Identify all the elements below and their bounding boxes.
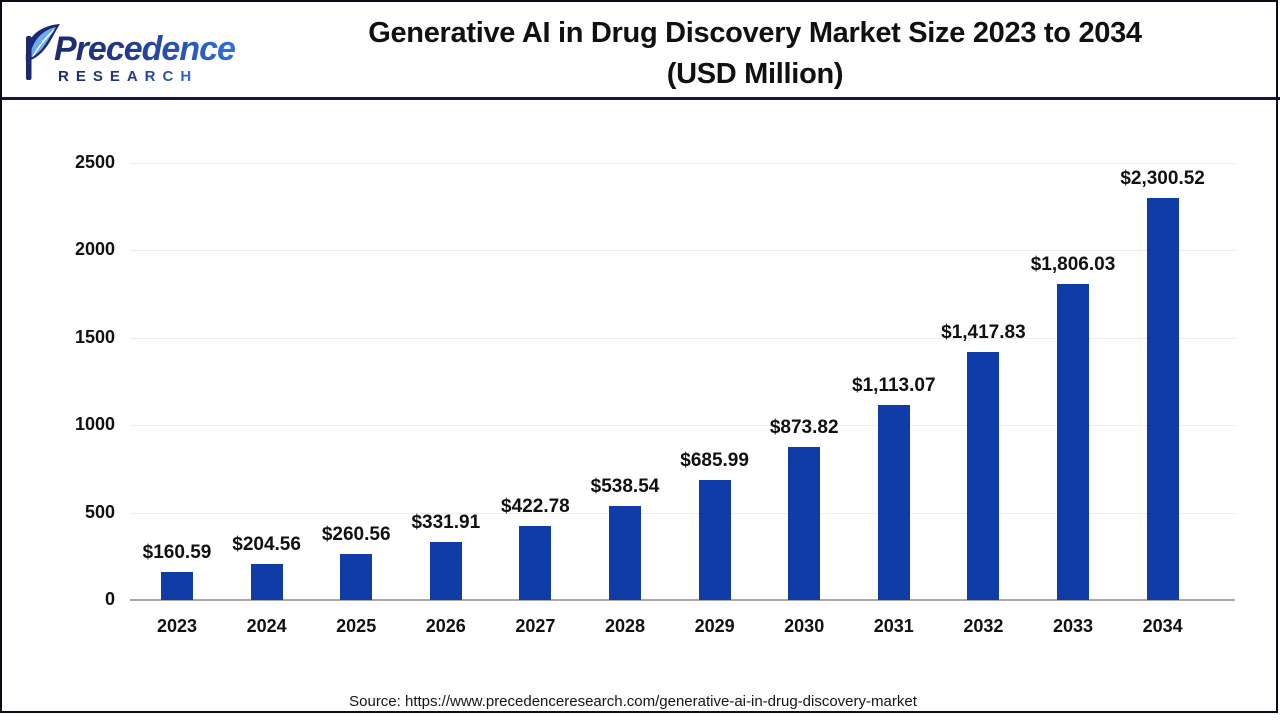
gridline — [130, 425, 1235, 427]
bar — [161, 572, 193, 600]
page-title: Generative AI in Drug Discovery Market S… — [245, 13, 1265, 95]
logo-subtext: RESEARCH — [58, 68, 199, 85]
x-axis-tick-label: 2033 — [1052, 616, 1094, 636]
bar — [788, 447, 821, 600]
title-line-1: Generative AI in Drug Discovery Market S… — [368, 17, 1142, 49]
precedence-logo: Precedence RESEARCH — [20, 22, 236, 88]
bar — [250, 564, 283, 600]
x-axis-tick-label: 2023 — [156, 616, 198, 636]
x-axis-tick-label: 2031 — [873, 616, 914, 636]
x-axis-tick-label: 2030 — [784, 616, 825, 636]
bar-value-label: $1,417.83 — [941, 322, 1026, 343]
bar-value-label: $331.91 — [411, 512, 481, 533]
bar-value-label: $160.59 — [142, 542, 212, 563]
bar-value-label: $685.99 — [680, 450, 749, 471]
bar-value-label: $260.56 — [321, 524, 391, 545]
logo-wordmark: Precedence — [54, 30, 236, 68]
bar-value-label: $422.78 — [501, 496, 570, 517]
y-axis-tick-label: 0 — [104, 589, 115, 609]
bar — [340, 554, 373, 600]
x-axis-tick-label: 2032 — [963, 616, 1004, 636]
y-axis-tick-label: 2000 — [74, 239, 115, 260]
leaf-icon — [25, 24, 60, 80]
bar — [429, 542, 462, 600]
bar-value-label: $538.54 — [590, 476, 660, 497]
bar-value-label: $2,300.52 — [1120, 168, 1205, 189]
gridline — [130, 250, 1235, 252]
y-axis-tick-label: 1500 — [74, 326, 115, 347]
bar — [698, 480, 731, 600]
bar — [609, 506, 641, 600]
gridline — [130, 512, 1235, 514]
bar-value-label: $1,806.03 — [1030, 254, 1116, 275]
bar — [967, 352, 1000, 600]
gridline — [130, 337, 1235, 339]
y-axis-tick-label: 1000 — [74, 414, 115, 435]
bar-value-label: $873.82 — [769, 417, 839, 438]
title-line-2: (USD Million) — [666, 58, 844, 90]
bar-value-label: $1,113.07 — [852, 375, 936, 396]
y-axis-tick-label: 2500 — [74, 152, 115, 172]
bar-chart-plot-area: 0 500 1000 1500 2000 2500 $160.59 2023 $204.56 20… — [0, 100, 1280, 660]
x-axis-tick-label: 2029 — [694, 616, 735, 636]
bar-value-label: $204.56 — [232, 534, 301, 555]
x-axis-tick-label: 2028 — [604, 616, 646, 636]
source-text: Source: https://www.precedenceresearch.c… — [349, 693, 917, 710]
x-axis-tick-label: 2024 — [246, 616, 287, 636]
bar — [1057, 284, 1089, 600]
bar — [877, 405, 910, 600]
x-axis-line — [130, 599, 1235, 601]
y-axis-tick-label: 500 — [84, 501, 115, 522]
bar — [1146, 198, 1179, 600]
x-axis-tick-label: 2026 — [425, 616, 466, 636]
header-divider — [0, 97, 1280, 100]
bar — [519, 526, 552, 600]
x-axis-tick-label: 2034 — [1142, 616, 1183, 636]
x-axis-tick-label: 2025 — [336, 616, 377, 636]
x-axis-tick-label: 2027 — [515, 616, 556, 636]
gridline — [130, 163, 1235, 164]
chart-header: Precedence RESEARCH Generative AI in Dru… — [0, 0, 1280, 97]
